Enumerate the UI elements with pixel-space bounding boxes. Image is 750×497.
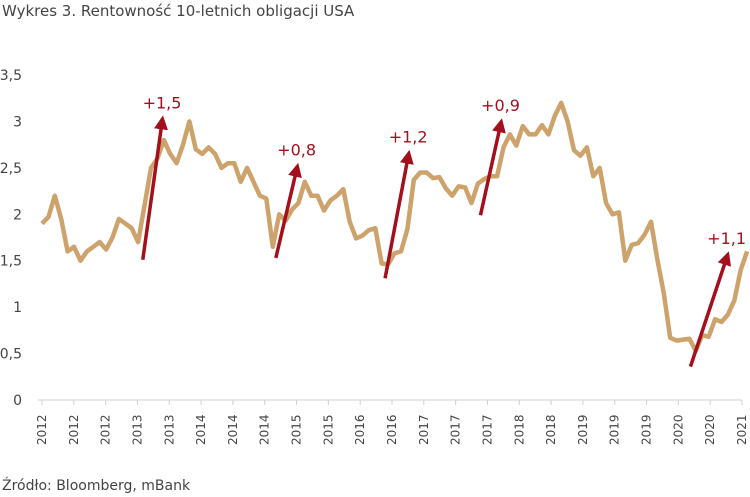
x-tick-label: 2021 (735, 414, 749, 445)
x-tick-label: 2018 (512, 414, 526, 445)
x-tick-label: 2020 (703, 414, 717, 445)
y-tick-label: 0 (13, 393, 22, 409)
annotation-arrow (478, 118, 506, 216)
annotation-arrow (141, 115, 168, 261)
x-tick-label: 2013 (162, 414, 176, 445)
x-tick-label: 2015 (290, 414, 304, 445)
x-tick-label: 2016 (385, 414, 399, 445)
x-tick-label: 2012 (99, 414, 113, 445)
x-tick-label: 2013 (130, 414, 144, 445)
x-tick-label: 2019 (640, 414, 654, 445)
x-tick-label: 2012 (35, 414, 49, 445)
x-tick-label: 2017 (480, 414, 494, 445)
chart-title: Wykres 3. Rentowność 10-letnich obligacj… (2, 2, 355, 20)
x-tick-label: 2017 (449, 414, 463, 445)
x-tick-label: 2019 (576, 414, 590, 445)
annotation-label: +1,1 (707, 229, 746, 248)
chart-source: Źródło: Bloomberg, mBank (2, 478, 191, 494)
annotation-label: +0,9 (481, 96, 520, 115)
x-tick-label: 2014 (226, 414, 240, 445)
annotation-arrow (274, 162, 302, 259)
annotation-arrow (688, 251, 732, 368)
x-tick-label: 2017 (417, 414, 431, 445)
x-tick-label: 2015 (321, 414, 335, 445)
y-tick-label: 2 (13, 207, 22, 223)
x-tick-label: 2014 (258, 414, 272, 445)
x-tick-label: 2016 (353, 414, 367, 445)
annotation-arrow (383, 149, 414, 279)
x-tick-label: 2014 (194, 414, 208, 445)
x-tick-label: 2020 (671, 414, 685, 445)
x-tick-label: 2012 (67, 414, 81, 445)
annotation-label: +1,2 (389, 128, 428, 147)
x-tick-label: 2018 (544, 414, 558, 445)
y-tick-label: 1,5 (0, 254, 22, 270)
annotation-label: +1,5 (143, 93, 182, 112)
y-tick-label: 1 (13, 300, 22, 316)
annotation-label: +0,8 (277, 141, 316, 160)
y-tick-label: 3 (13, 114, 22, 130)
y-tick-label: 2,5 (0, 161, 22, 177)
x-tick-label: 2019 (608, 414, 622, 445)
y-tick-label: 0,5 (0, 347, 22, 363)
y-tick-label: 3,5 (0, 68, 22, 84)
